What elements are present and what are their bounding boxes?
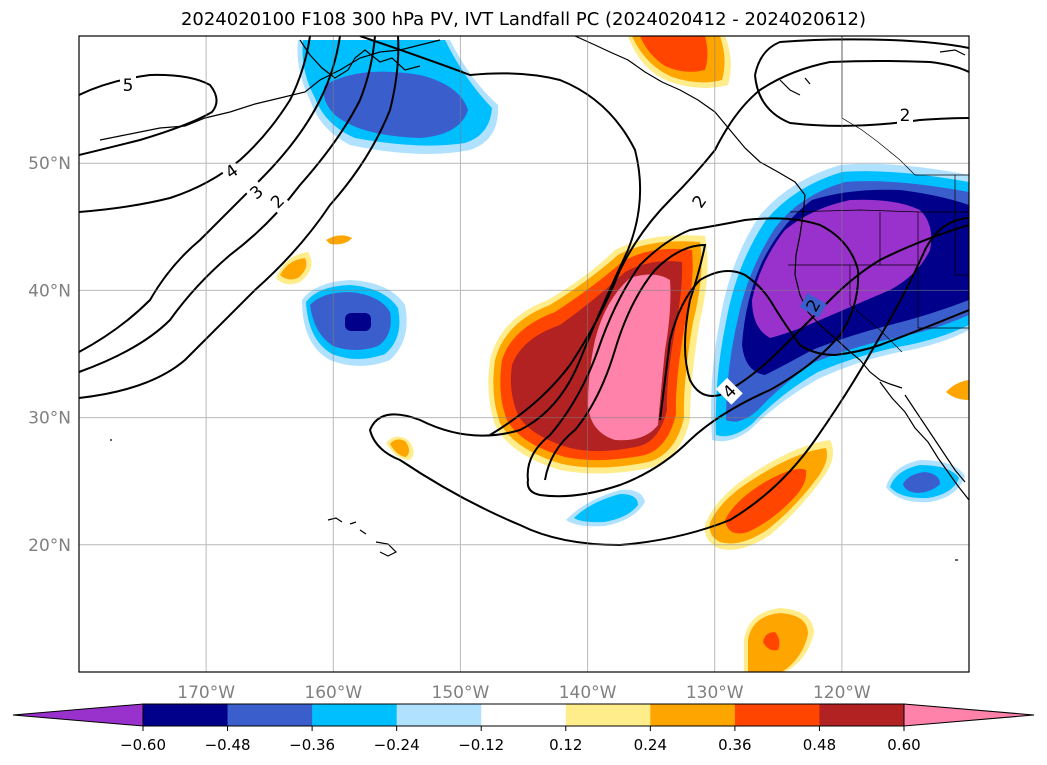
colorbar-bin	[227, 704, 313, 726]
positive-anomaly-small-south	[386, 436, 414, 460]
colorbar-tick-label: 0.24	[634, 736, 667, 754]
lon-tick-label: 130°W	[686, 683, 744, 703]
positive-anomaly-bc-coast	[628, 36, 731, 88]
negative-anomaly-us-west	[711, 163, 969, 442]
negative-anomaly-subtropical	[566, 489, 645, 527]
colorbar-bin	[396, 704, 482, 726]
colorbar-extend-high	[903, 703, 1035, 727]
positive-anomaly-east-subtropical	[704, 440, 834, 550]
lat-tick-label: 40°N	[28, 281, 71, 301]
colorbar-tick-label: −0.36	[289, 736, 335, 754]
colorbar-bin	[734, 704, 820, 726]
lon-tick-label: 150°W	[432, 683, 490, 703]
colorbar-extend-low	[12, 703, 144, 727]
colorbar-frame	[142, 703, 905, 727]
positive-anomaly-tropical	[744, 608, 814, 672]
coastlines	[99, 36, 969, 561]
colorbar-bin	[819, 704, 905, 726]
lon-tick-label: 170°W	[177, 683, 235, 703]
colorbar-bin	[143, 704, 229, 726]
lat-tick-label: 50°N	[28, 154, 71, 174]
colorbar-bin	[650, 704, 736, 726]
contour-label: 5	[123, 76, 134, 96]
colorbar-bin	[565, 704, 651, 726]
colorbar-tick-label: −0.24	[374, 736, 420, 754]
colorbar-tick-label: −0.60	[120, 736, 166, 754]
colorbar-bin	[481, 704, 567, 726]
lon-tick-label: 120°W	[813, 683, 871, 703]
latitude-labels: 50°N 40°N 30°N 20°N	[28, 154, 71, 556]
gridlines	[79, 36, 969, 672]
negative-anomaly-central	[302, 280, 407, 366]
lon-tick-label: 160°W	[304, 683, 362, 703]
colorbar-tick-label: 0.12	[549, 736, 582, 754]
colorbar-bin	[312, 704, 398, 726]
colorbar-tick-label: 0.60	[887, 736, 920, 754]
positive-anomaly-edge	[946, 380, 969, 400]
contour-label: 2	[900, 106, 911, 126]
colorbar-tick-label: 0.36	[718, 736, 751, 754]
contour-labels: 5 4 3 2 2 2 4 2	[120, 74, 913, 405]
map-title: 2024020100 F108 300 hPa PV, IVT Landfall…	[180, 9, 867, 30]
colorbar-labels: −0.60 −0.48 −0.36 −0.24 −0.12 0.12 0.24 0.36 0.4…	[120, 726, 921, 754]
colorbar-tick-label: −0.12	[458, 736, 504, 754]
negative-anomaly-alaska	[297, 40, 499, 154]
lat-tick-label: 20°N	[28, 536, 71, 556]
longitude-labels: 170°W 160°W 150°W 140°W 130°W 120°W	[177, 683, 871, 703]
lat-tick-label: 30°N	[28, 409, 71, 429]
colorbar-tick-label: 0.48	[803, 736, 836, 754]
plot-frame	[78, 35, 970, 673]
negative-anomaly-baja	[886, 460, 965, 503]
positive-anomaly-small-west	[276, 235, 352, 285]
colorbar-tick-label: −0.48	[205, 736, 251, 754]
lon-tick-label: 140°W	[559, 683, 617, 703]
colorbar	[12, 703, 1035, 727]
